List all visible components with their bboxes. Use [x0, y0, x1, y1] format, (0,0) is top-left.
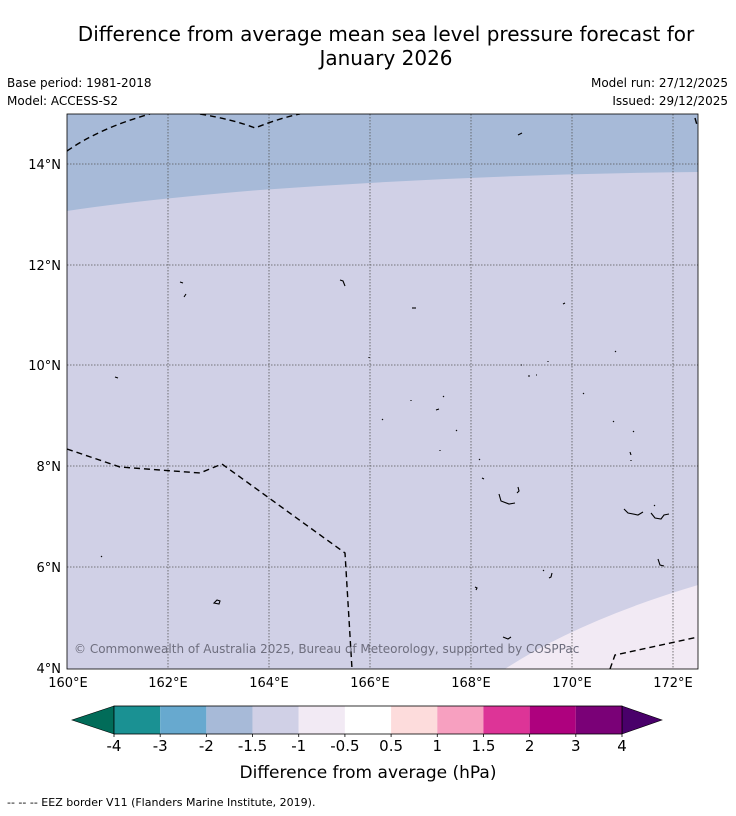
- title-line-1: Difference from average mean sea level p…: [77, 22, 695, 46]
- copyright-text: © Commonwealth of Australia 2025, Bureau…: [74, 642, 579, 656]
- lon-label: 166°E: [350, 676, 390, 691]
- lat-label: 14°N: [28, 158, 61, 173]
- lat-label: 10°N: [28, 359, 61, 374]
- colorbar-label: -0.5: [330, 737, 359, 755]
- lon-label: 164°E: [249, 676, 289, 691]
- colorbar-label: 4: [617, 737, 627, 755]
- lat-label: 8°N: [37, 460, 62, 475]
- base-period: Base period: 1981-2018: [7, 76, 152, 90]
- lon-label: 160°E: [48, 676, 88, 691]
- latitude-labels: 14°N 12°N 10°N 8°N 6°N 4°N: [28, 158, 61, 677]
- colorbar-swatch: [391, 706, 438, 734]
- pressure-band-minus1-5: [67, 114, 698, 211]
- eez-legend: -- -- -- EEZ border V11 (Flanders Marine…: [7, 796, 316, 809]
- model-name: Model: ACCESS-S2: [7, 94, 119, 108]
- lon-label: 168°E: [451, 676, 491, 691]
- colorbar-label: 3: [571, 737, 581, 755]
- meta-left: Base period: 1981-2018 Model: ACCESS-S2: [7, 74, 152, 110]
- lon-label: 162°E: [148, 676, 188, 691]
- meta-right: Model run: 27/12/2025 Issued: 29/12/2025: [591, 74, 728, 110]
- colorbar-swatch: [160, 706, 207, 734]
- lon-label: 172°E: [653, 676, 693, 691]
- colorbar-extend-high: [621, 705, 663, 735]
- lat-label: 6°N: [37, 561, 62, 576]
- colorbar-label: 2: [525, 737, 535, 755]
- colorbar-label: -2: [199, 737, 214, 755]
- colorbar-swatch: [483, 706, 530, 734]
- colorbar-swatch: [437, 706, 484, 734]
- title-line-2: January 2026: [319, 46, 453, 70]
- colorbar-frame: [113, 705, 623, 735]
- longitude-labels: 160°E 162°E 164°E 166°E 168°E 170°E 172°…: [48, 676, 693, 691]
- lat-label: 4°N: [37, 662, 62, 677]
- map-area: © Commonwealth of Australia 2025, Bureau…: [67, 114, 698, 669]
- colorbar-swatch: [344, 706, 392, 734]
- colorbar-swatch: [575, 706, 622, 734]
- model-run: Model run: 27/12/2025: [590, 76, 728, 90]
- colorbar-label: 1: [432, 737, 442, 755]
- colorbar-label: -1.5: [238, 737, 267, 755]
- lon-label: 170°E: [552, 676, 592, 691]
- colorbar-label: 1.5: [472, 737, 496, 755]
- colorbar-swatch: [206, 706, 253, 734]
- colorbar-label: -4: [107, 737, 122, 755]
- gridlines: [67, 114, 698, 669]
- colorbar-swatch: [252, 706, 299, 734]
- lat-label: 12°N: [28, 259, 61, 274]
- colorbar-swatch: [298, 706, 345, 734]
- islands: [100, 132, 670, 640]
- colorbar-label: 0.5: [379, 737, 403, 755]
- colorbar-extend-low: [71, 705, 115, 735]
- colorbar-label: -3: [153, 737, 168, 755]
- colorbar: -4 -3 -2 -1.5 -1 -0.5 0.5 1 1.5 2 3 4: [71, 705, 663, 755]
- colorbar-swatch: [114, 706, 161, 734]
- map-frame: [66, 113, 699, 670]
- pressure-band-minus1: [67, 114, 698, 669]
- issued-date: Issued: 29/12/2025: [612, 94, 728, 108]
- eez-borders: [67, 114, 698, 669]
- colorbar-label: -1: [291, 737, 306, 755]
- colorbar-title: Difference from average (hPa): [240, 763, 497, 783]
- chart-title: Difference from average mean sea level p…: [0, 22, 736, 70]
- colorbar-swatch: [529, 706, 576, 734]
